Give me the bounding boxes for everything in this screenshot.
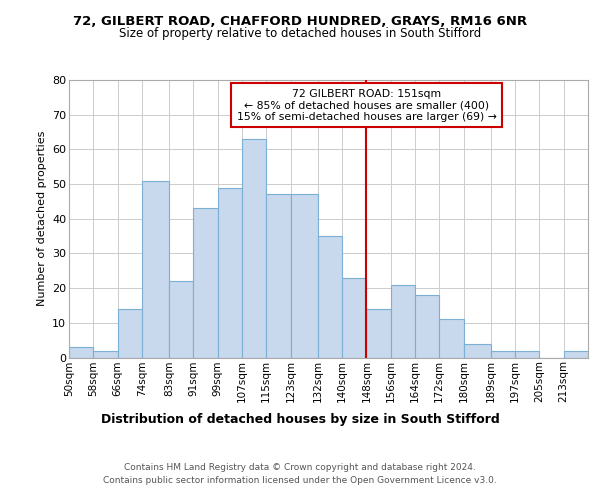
Bar	[69, 347, 93, 358]
Bar	[93, 350, 118, 358]
Text: 72 GILBERT ROAD: 151sqm
← 85% of detached houses are smaller (400)
15% of semi-d: 72 GILBERT ROAD: 151sqm ← 85% of detache…	[236, 88, 496, 122]
Text: Contains public sector information licensed under the Open Government Licence v3: Contains public sector information licen…	[103, 476, 497, 485]
Y-axis label: Number of detached properties: Number of detached properties	[37, 131, 47, 306]
Bar	[169, 281, 193, 357]
Text: Distribution of detached houses by size in South Stifford: Distribution of detached houses by size …	[101, 412, 499, 426]
Bar	[290, 194, 318, 358]
Bar	[266, 194, 290, 358]
Bar	[118, 309, 142, 358]
Bar	[464, 344, 491, 357]
Bar	[142, 180, 169, 358]
Bar	[242, 139, 266, 358]
Bar	[342, 278, 367, 357]
Bar	[391, 284, 415, 358]
Bar	[564, 350, 588, 358]
Text: Size of property relative to detached houses in South Stifford: Size of property relative to detached ho…	[119, 28, 481, 40]
Text: 72, GILBERT ROAD, CHAFFORD HUNDRED, GRAYS, RM16 6NR: 72, GILBERT ROAD, CHAFFORD HUNDRED, GRAY…	[73, 15, 527, 28]
Bar	[193, 208, 218, 358]
Bar	[415, 295, 439, 358]
Bar	[367, 309, 391, 358]
Bar	[515, 350, 539, 358]
Bar	[318, 236, 342, 358]
Bar	[439, 320, 464, 358]
Bar	[491, 350, 515, 358]
Text: Contains HM Land Registry data © Crown copyright and database right 2024.: Contains HM Land Registry data © Crown c…	[124, 462, 476, 471]
Bar	[218, 188, 242, 358]
